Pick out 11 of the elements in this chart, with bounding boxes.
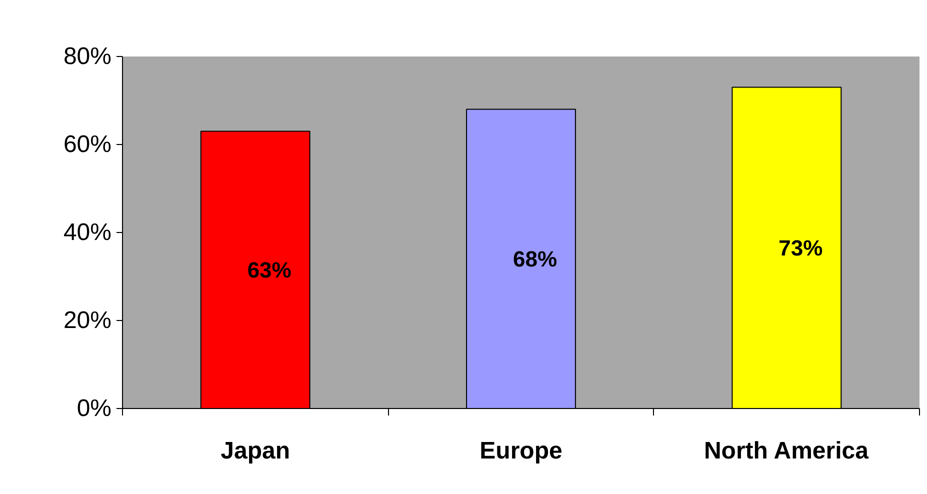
y-tick-label: 20%: [63, 307, 112, 334]
y-tick-label: 40%: [63, 219, 112, 246]
y-tick-label: 60%: [63, 131, 112, 158]
data-label: 63%: [247, 257, 292, 282]
x-tick-label: Japan: [220, 438, 290, 464]
y-tick-label: 0%: [76, 395, 112, 422]
x-tick-label: Europe: [480, 438, 562, 464]
y-tick-label: 80%: [63, 43, 112, 70]
x-tick-label: North America: [704, 438, 870, 464]
data-label: 68%: [512, 246, 558, 272]
data-label: 73%: [778, 235, 823, 260]
